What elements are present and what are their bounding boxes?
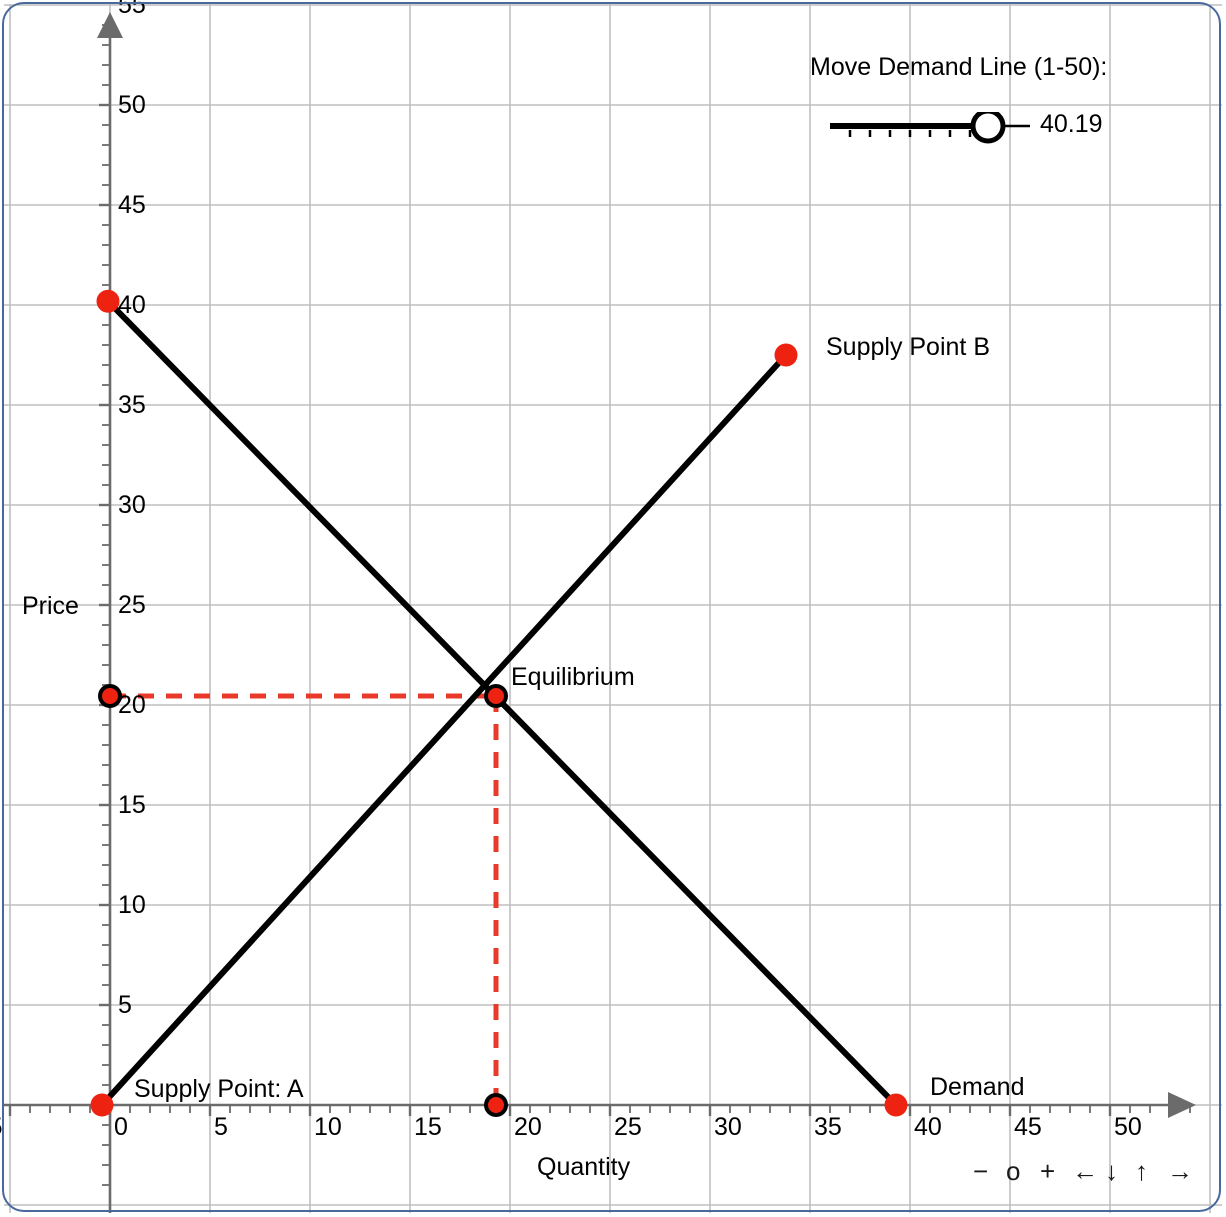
pan-right-button[interactable]: → bbox=[1167, 1156, 1193, 1186]
zoom-out-button[interactable]: − bbox=[973, 1156, 989, 1186]
demand-slider[interactable] bbox=[828, 108, 1038, 144]
data-point[interactable] bbox=[774, 343, 798, 367]
data-point[interactable] bbox=[90, 1093, 114, 1117]
x-tick-label: 15 bbox=[414, 1113, 442, 1141]
x-tick-label: 50 bbox=[1114, 1113, 1142, 1141]
y-tick-label: 5 bbox=[118, 991, 132, 1019]
slider-ticks bbox=[848, 130, 992, 137]
x-axis-label: Quantity bbox=[537, 1153, 631, 1181]
data-point[interactable] bbox=[102, 688, 118, 704]
y-tick-label: 15 bbox=[118, 791, 146, 819]
axis-ticks bbox=[8, 24, 1191, 1186]
demand-label: Demand bbox=[930, 1073, 1025, 1101]
gridlines bbox=[4, 4, 1222, 1213]
y-tick-label: 25 bbox=[118, 591, 146, 619]
slider-handle[interactable] bbox=[970, 108, 1006, 144]
y-tick-label: 40 bbox=[118, 291, 146, 319]
y-tick-label: 20 bbox=[118, 691, 146, 719]
x-axis-arrow bbox=[1168, 1092, 1196, 1118]
pan-left-button[interactable]: ← bbox=[1072, 1156, 1098, 1186]
pan-up-button[interactable]: ↑ bbox=[1135, 1156, 1148, 1186]
slider-caption: Move Demand Line (1-50): bbox=[810, 53, 1108, 81]
y-axis-label: Price bbox=[22, 592, 79, 620]
y-tick-label: 45 bbox=[118, 191, 146, 219]
y-tick-label: 55 bbox=[118, 0, 146, 19]
supply-point-a-label: Supply Point: A bbox=[134, 1075, 304, 1103]
data-point[interactable] bbox=[884, 1093, 908, 1117]
x-tick-label: 20 bbox=[514, 1113, 542, 1141]
x-tick-label: 25 bbox=[614, 1113, 642, 1141]
reset-view-button[interactable]: o bbox=[1006, 1156, 1021, 1186]
data-point[interactable] bbox=[488, 688, 504, 704]
x-tick-label: 35 bbox=[814, 1113, 842, 1141]
data-point[interactable] bbox=[488, 1097, 504, 1113]
y-tick-label: 30 bbox=[118, 491, 146, 519]
x-tick-label: 40 bbox=[914, 1113, 942, 1141]
x-tick-label: −5 bbox=[0, 1115, 3, 1140]
x-tick-label: 45 bbox=[1014, 1113, 1042, 1141]
equilibrium-label: Equilibrium bbox=[511, 663, 635, 691]
y-axis-arrow bbox=[97, 12, 123, 38]
x-tick-label: 30 bbox=[714, 1113, 742, 1141]
pan-down-button[interactable]: ↓ bbox=[1105, 1156, 1118, 1186]
data-point[interactable] bbox=[96, 289, 120, 313]
x-tick-label: 0 bbox=[114, 1113, 128, 1141]
y-tick-label: 35 bbox=[118, 391, 146, 419]
zoom-in-button[interactable]: + bbox=[1040, 1156, 1056, 1186]
y-tick-label: 50 bbox=[118, 91, 146, 119]
y-tick-label: 10 bbox=[118, 891, 146, 919]
equilibrium-guides bbox=[110, 693, 499, 1105]
data-points[interactable] bbox=[90, 289, 908, 1117]
supply-point-b-label: Supply Point B bbox=[826, 333, 990, 361]
curve-supply[interactable] bbox=[99, 352, 789, 1108]
x-tick-label: 5 bbox=[214, 1113, 228, 1141]
axes bbox=[4, 12, 1196, 1213]
slider-value: 40.19 bbox=[1040, 110, 1103, 138]
x-tick-label: 10 bbox=[314, 1113, 342, 1141]
